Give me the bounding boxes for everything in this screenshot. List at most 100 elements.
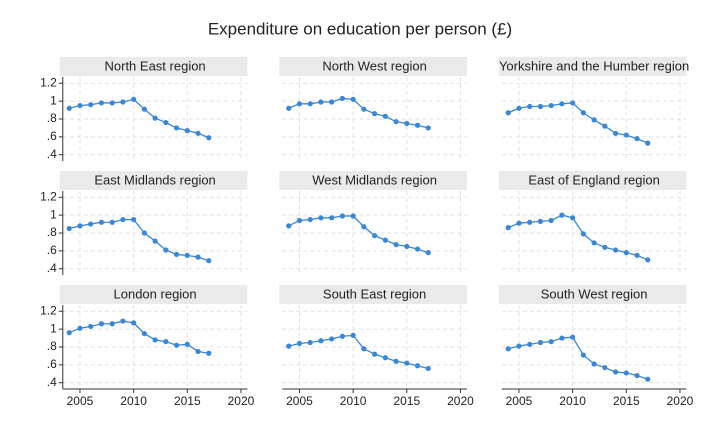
data-point <box>286 343 292 349</box>
y-tick-label: .4 <box>47 261 57 275</box>
x-tick-label: 2010 <box>559 394 586 408</box>
data-point <box>537 218 544 224</box>
data-point <box>184 341 190 347</box>
data-point <box>537 339 544 346</box>
panel-title: South West region <box>541 286 648 301</box>
data-point <box>296 217 303 224</box>
panel-title: London region <box>114 286 197 301</box>
data-point <box>88 102 94 108</box>
data-point <box>120 216 126 223</box>
data-point <box>318 338 324 344</box>
data-point <box>329 215 335 221</box>
x-tick-label: 2010 <box>120 394 147 408</box>
data-point <box>382 355 388 361</box>
x-tick-label: 2005 <box>286 394 313 408</box>
data-point <box>393 242 399 248</box>
data-point <box>602 364 608 371</box>
x-tick-label: 2020 <box>667 394 694 408</box>
data-point <box>286 105 292 111</box>
data-point <box>339 333 346 339</box>
data-point <box>173 125 180 131</box>
data-point <box>131 320 137 326</box>
data-point <box>634 372 640 379</box>
data-point <box>404 120 410 127</box>
data-point <box>425 365 431 372</box>
data-point <box>98 219 105 225</box>
y-tick-label: .4 <box>47 147 57 161</box>
y-tick-label: .8 <box>47 339 57 353</box>
data-point <box>206 135 212 141</box>
data-point <box>350 332 356 338</box>
data-point <box>537 103 544 110</box>
data-point <box>77 223 83 229</box>
data-point <box>307 216 313 223</box>
y-tick-label: .6 <box>47 243 57 257</box>
strip <box>498 57 687 76</box>
data-point <box>131 216 137 223</box>
data-point <box>361 106 367 112</box>
data-point <box>559 335 565 341</box>
data-point <box>109 321 115 327</box>
data-point <box>66 105 72 111</box>
x-tick-label: 2010 <box>340 394 367 408</box>
data-point <box>645 257 651 263</box>
data-point <box>152 337 158 343</box>
data-point <box>580 231 586 237</box>
data-point <box>382 237 388 243</box>
data-point <box>527 341 533 347</box>
data-point <box>329 336 335 342</box>
data-point <box>184 128 190 134</box>
data-point <box>318 215 324 221</box>
data-point <box>184 252 190 258</box>
data-point <box>141 330 147 337</box>
data-point <box>195 254 201 260</box>
data-point <box>591 240 597 246</box>
panel-title: East Midlands region <box>94 172 215 187</box>
y-tick-label: 1.2 <box>40 189 57 203</box>
y-tick-label: .6 <box>47 129 57 143</box>
strip <box>59 171 248 190</box>
data-point <box>195 348 201 355</box>
data-point <box>120 318 126 324</box>
data-point <box>548 102 554 109</box>
y-tick-label: 1.2 <box>40 303 57 317</box>
data-point <box>591 117 597 123</box>
x-tick-label: 2015 <box>613 394 640 408</box>
data-point <box>548 217 554 224</box>
data-point <box>77 325 83 331</box>
data-point <box>329 99 335 105</box>
data-point <box>645 376 651 382</box>
data-point <box>163 247 169 253</box>
data-point <box>77 102 83 109</box>
data-point <box>350 96 356 102</box>
data-point <box>350 213 356 219</box>
x-tick-label: 2020 <box>447 394 474 408</box>
data-point <box>307 101 313 107</box>
data-point <box>66 225 72 232</box>
panel-title: East of England region <box>528 172 660 187</box>
data-point <box>141 106 147 112</box>
data-point <box>296 340 303 347</box>
data-point <box>548 339 554 345</box>
data-point <box>570 100 576 106</box>
data-point <box>580 110 586 116</box>
data-point <box>516 105 522 111</box>
data-point <box>505 110 511 116</box>
data-point <box>88 323 94 330</box>
data-point <box>591 361 597 367</box>
data-point <box>516 343 522 349</box>
data-point <box>414 122 421 128</box>
data-point <box>570 334 576 340</box>
data-point <box>612 130 619 136</box>
strip <box>279 57 467 76</box>
data-point <box>623 132 629 138</box>
data-point <box>623 250 629 256</box>
data-point <box>120 99 126 105</box>
strip <box>498 171 687 190</box>
y-tick-label: 1 <box>50 321 57 335</box>
data-point <box>206 258 212 264</box>
x-tick-label: 2015 <box>174 394 201 408</box>
data-point <box>152 115 158 121</box>
data-point <box>173 342 180 348</box>
